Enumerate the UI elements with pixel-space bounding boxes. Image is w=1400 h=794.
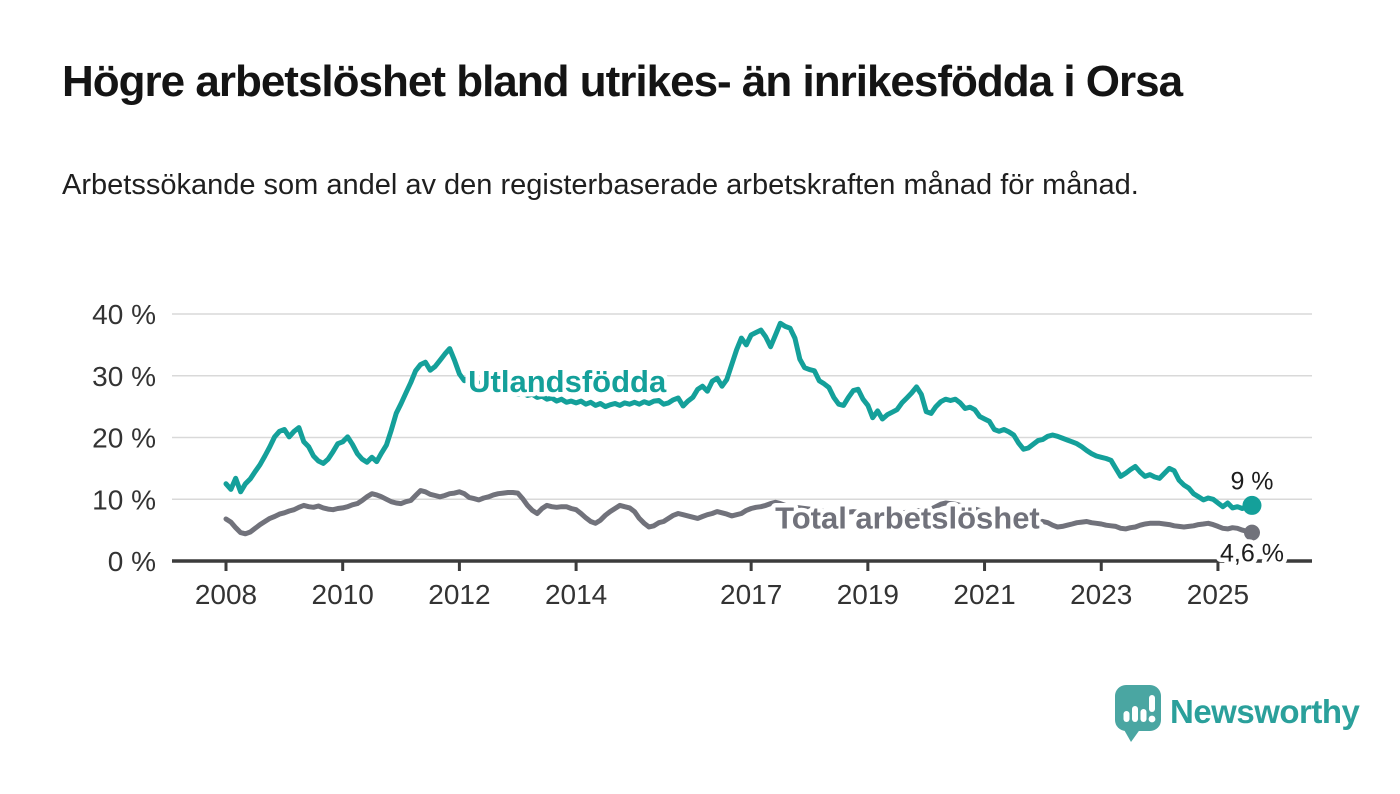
- x-axis-tick-label: 2019: [837, 579, 899, 610]
- newsworthy-logo-text: Newsworthy: [1170, 693, 1360, 730]
- end-dot-total: [1243, 524, 1260, 541]
- x-axis-tick-label: 2023: [1070, 579, 1132, 610]
- newsworthy-logo[interactable]: Newsworthy: [1114, 684, 1360, 748]
- x-axis-tick-label: 2014: [545, 579, 607, 610]
- y-axis-tick-label: 10 %: [92, 484, 156, 515]
- y-axis-tick-label: 0 %: [108, 546, 156, 577]
- end-dot-utlandsfodda: [1242, 495, 1262, 515]
- x-axis-tick-label: 2010: [312, 579, 374, 610]
- end-value-label-utlandsfodda: 9 %: [1230, 467, 1273, 495]
- end-value-label-total: 4,6 %: [1220, 540, 1284, 568]
- unemployment-line-chart: 0 % 10 % 20 % 30 % 40 % 2008 2010 2012 2014 2017 2…: [92, 299, 1312, 610]
- x-axis-tick-label: 2017: [720, 579, 782, 610]
- x-axis-tick-label: 2012: [428, 579, 490, 610]
- chart-title: Högre arbetslöshet bland utrikes- än inr…: [62, 57, 1183, 106]
- x-axis-tick-label: 2008: [195, 579, 257, 610]
- x-axis-tick-label: 2021: [953, 579, 1015, 610]
- series-line-total: [223, 488, 1255, 537]
- y-axis-tick-label: 40 %: [92, 299, 156, 330]
- series-label-total: Total arbetslöshet: [775, 500, 1040, 535]
- x-axis-tick-label: 2025: [1187, 579, 1249, 610]
- chart-subtitle: Arbetssökande som andel av den registerb…: [62, 169, 1139, 201]
- newsworthy-logo-icon: [1115, 685, 1161, 742]
- y-axis-tick-label: 20 %: [92, 423, 156, 454]
- series-line-utlandsfodda: [223, 320, 1255, 511]
- y-axis-tick-label: 30 %: [92, 361, 156, 392]
- series-label-utlandsfodda: Utlandsfödda: [468, 364, 667, 399]
